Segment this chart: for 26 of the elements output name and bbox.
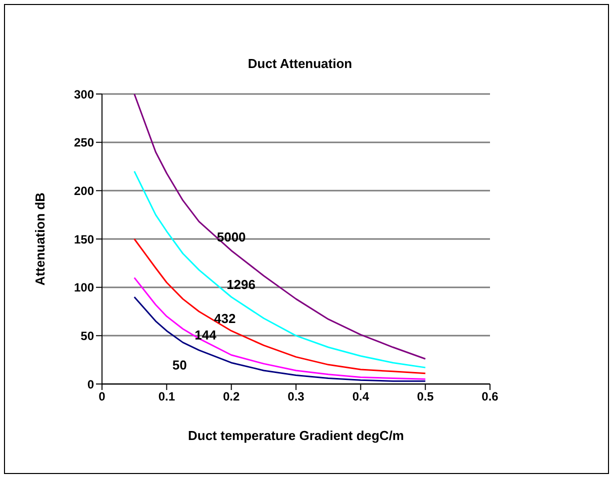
y-tick-label: 50 [80,328,94,343]
y-axis-title: Attenuation dB [32,192,48,286]
x-axis-title: Duct temperature Gradient degC/m [187,428,405,443]
y-tick-label: 0 [87,377,94,392]
line-series [134,276,426,380]
series-label: 50 [172,357,187,372]
x-tick-label: 0.5 [416,390,434,404]
x-tick-label: 0.1 [158,390,176,404]
line-series [134,296,426,382]
series-label: 1296 [226,277,256,292]
y-tick-label: 150 [74,232,94,246]
series-label: 5000 [216,230,246,245]
x-tick-label: 0.4 [352,390,370,404]
line-series [134,94,426,360]
series-label: 144 [194,327,218,342]
x-tick-label: 0.3 [288,390,305,404]
chart-title: Duct Attenuation [246,56,354,71]
x-tick-label: 0.6 [482,390,499,404]
y-tick-label: 250 [74,136,94,150]
y-tick-label: 100 [74,280,94,295]
line-series [134,170,426,368]
y-tick-label: 300 [74,87,94,102]
series-label: 432 [214,310,236,326]
x-tick-label: 0.2 [222,390,240,404]
y-tick-label: 200 [74,184,94,198]
x-tick-label: 0 [98,390,106,404]
